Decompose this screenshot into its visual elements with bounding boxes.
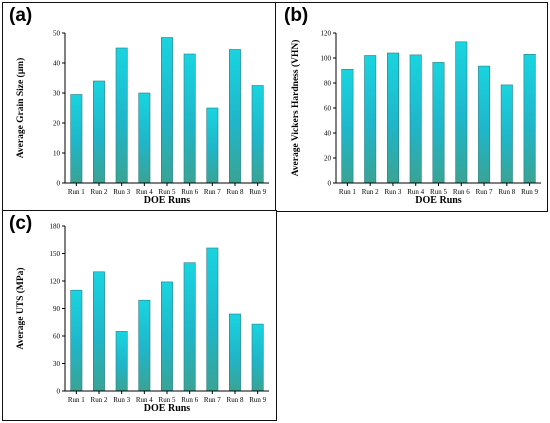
- x-tick-label-c: Run 4: [136, 396, 153, 404]
- x-tick-label-a: Run 2: [91, 188, 108, 196]
- x-tick-label-b: Run 7: [476, 188, 493, 196]
- bar-c-run-3: [115, 331, 128, 392]
- x-tick-label-c: Run 1: [68, 396, 85, 404]
- x-tick-label-c: Run 6: [181, 396, 198, 404]
- bar-b-run-9: [523, 53, 536, 184]
- bar-c-run-1: [70, 289, 83, 392]
- y-tick-label-c: 0: [57, 388, 61, 396]
- bar-a-run-4: [138, 92, 151, 184]
- x-axis-title-b: DOE Runs: [415, 195, 462, 206]
- panel-c-uts: (c) 0 30 60 90 120 150 180 Run 1 Run 2 Run 3 Run 4…: [2, 210, 277, 421]
- grain-size-bar-chart: 0 10 20 30 40 50 Run 1 Run 2 Run 3 Run 4 Run 5 Run …: [15, 30, 269, 206]
- x-tick-label-a: Run 7: [204, 188, 221, 196]
- uts-bar-chart: 0 30 60 90 120 150 180 Run 1 Run 2 Run 3 Run 4 Run …: [15, 223, 269, 414]
- bar-b-run-7: [478, 65, 491, 184]
- bar-c-run-4: [138, 299, 151, 392]
- bar-b-run-2: [364, 55, 377, 184]
- bar-b-run-4: [409, 54, 422, 184]
- x-tick-label-b: Run 9: [521, 188, 538, 196]
- y-axis-title-a: Average Grain Size (µm): [15, 58, 26, 159]
- bar-a-run-5: [161, 37, 173, 184]
- bar-a-run-6: [183, 53, 196, 184]
- panel-label-c: (c): [9, 213, 33, 234]
- y-axis-title-c: Average UTS (MPa): [15, 267, 26, 349]
- panel-label-a: (a): [9, 5, 33, 26]
- x-tick-label-b: Run 5: [430, 188, 447, 196]
- bar-b-run-1: [341, 69, 354, 184]
- y-tick-label-b: 120: [321, 30, 332, 38]
- bar-a-run-3: [115, 47, 128, 184]
- x-tick-label-b: Run 4: [407, 188, 424, 196]
- y-tick-label-b: 20: [324, 155, 332, 163]
- x-tick-label-b: Run 6: [453, 188, 470, 196]
- bar-a-run-1: [70, 94, 83, 184]
- bar-b-run-5: [432, 62, 445, 184]
- bar-c-run-2: [93, 271, 105, 392]
- y-tick-label-a: 40: [53, 60, 61, 68]
- x-axis-title-c: DOE Runs: [144, 403, 191, 414]
- x-tick-label-c: Run 8: [227, 396, 244, 404]
- bar-a-run-9: [251, 85, 264, 184]
- x-tick-label-b: Run 1: [339, 188, 356, 196]
- x-tick-label-b: Run 8: [498, 188, 515, 196]
- x-tick-label-a: Run 1: [68, 188, 85, 196]
- y-axis-title-b: Average Vickers Hardness (VHN): [290, 40, 301, 177]
- vickers-hardness-bar-chart: 0 20 40 60 80 100 120 Run 1 Run 2 Run 3 Run 4 Run 5…: [290, 30, 541, 206]
- y-tick-label-a: 20: [53, 120, 61, 128]
- x-tick-label-a: Run 9: [249, 188, 266, 196]
- x-tick-label-b: Run 2: [362, 188, 379, 196]
- bar-b-run-8: [500, 84, 513, 184]
- y-tick-label-c: 90: [53, 305, 61, 313]
- x-tick-label-b: Run 3: [384, 188, 401, 196]
- y-tick-label-b: 60: [324, 105, 332, 113]
- bar-a-run-7: [206, 107, 219, 184]
- y-tick-label-c: 180: [50, 223, 61, 231]
- y-tick-label-a: 10: [53, 150, 61, 158]
- bar-c-run-6: [183, 262, 196, 392]
- bar-b-run-6: [455, 41, 468, 184]
- panel-label-b: (b): [284, 5, 309, 26]
- x-tick-label-a: Run 3: [113, 188, 130, 196]
- x-tick-label-c: Run 7: [204, 396, 221, 404]
- x-tick-label-c: Run 5: [159, 396, 176, 404]
- y-tick-label-c: 30: [53, 360, 61, 368]
- y-tick-label-b: 0: [328, 180, 332, 188]
- x-tick-label-c: Run 2: [91, 396, 108, 404]
- y-tick-label-a: 50: [53, 30, 61, 38]
- bar-a-run-2: [93, 80, 105, 184]
- y-tick-label-b: 80: [324, 80, 332, 88]
- bar-a-run-8: [229, 49, 241, 184]
- y-tick-label-c: 120: [50, 278, 61, 286]
- bar-b-run-3: [387, 52, 400, 184]
- bar-c-run-8: [229, 313, 241, 392]
- x-tick-label-c: Run 3: [113, 396, 130, 404]
- y-tick-label-b: 40: [324, 130, 332, 138]
- y-tick-label-c: 150: [50, 250, 61, 258]
- x-tick-label-a: Run 5: [159, 188, 176, 196]
- x-axis-title-a: DOE Runs: [144, 195, 191, 206]
- y-tick-label-b: 100: [321, 55, 332, 63]
- bar-c-run-9: [251, 323, 264, 392]
- x-tick-label-a: Run 6: [181, 188, 198, 196]
- panel-a-grain-size: (a) 0 10 20 30 40 50 Run 1 Run 2 Run 3 Run 4 Run 5…: [2, 2, 277, 212]
- y-tick-label-a: 30: [53, 90, 61, 98]
- x-tick-label-c: Run 9: [249, 396, 266, 404]
- y-tick-label-c: 60: [53, 333, 61, 341]
- x-tick-label-a: Run 8: [227, 188, 244, 196]
- y-tick-label-a: 0: [57, 180, 61, 188]
- bar-c-run-7: [206, 247, 219, 392]
- bar-c-run-5: [161, 281, 173, 392]
- panel-b-vickers-hardness: (b) 0 20 40 60 80 100 120 Run 1 Run 2 Run 3 Run 4 R…: [275, 2, 548, 212]
- x-tick-label-a: Run 4: [136, 188, 153, 196]
